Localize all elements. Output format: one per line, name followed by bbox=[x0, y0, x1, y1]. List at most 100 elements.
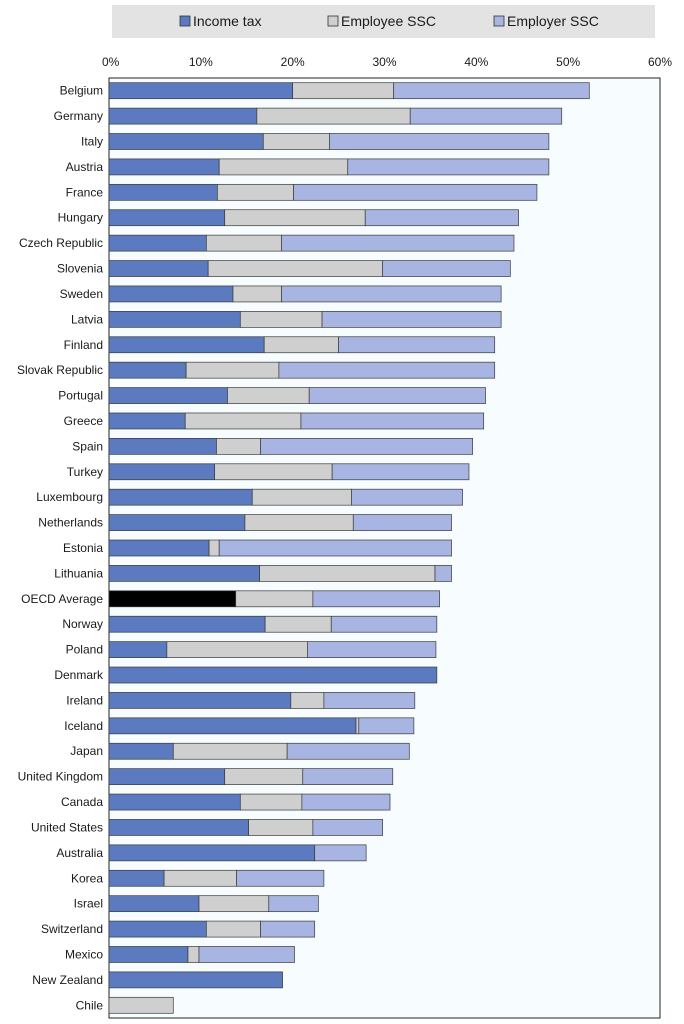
bar-segment bbox=[301, 793, 391, 811]
category-label: OECD Average bbox=[21, 592, 103, 606]
category-label: Finland bbox=[64, 338, 103, 352]
bar-segment bbox=[108, 742, 174, 760]
x-tick-label: 30% bbox=[372, 55, 396, 69]
category-label: Netherlands bbox=[38, 516, 103, 530]
bar-segment bbox=[286, 742, 410, 760]
bar-segment bbox=[218, 539, 452, 557]
bar-segment bbox=[364, 209, 519, 227]
bar-segment bbox=[278, 361, 496, 379]
bar-segment bbox=[108, 539, 210, 557]
category-label: Sweden bbox=[60, 287, 103, 301]
category-label: Italy bbox=[81, 135, 103, 149]
bar-segment bbox=[300, 412, 485, 430]
bar-segment bbox=[108, 565, 260, 582]
bar-segment bbox=[108, 311, 241, 328]
category-label: United States bbox=[31, 820, 103, 834]
bar-segment bbox=[108, 336, 265, 354]
bar-segment bbox=[314, 844, 367, 862]
legend-label: Employee SSC bbox=[341, 13, 436, 29]
category-label: Japan bbox=[70, 744, 103, 758]
category-label: France bbox=[66, 185, 104, 199]
x-tick-label: 10% bbox=[189, 55, 213, 69]
bars bbox=[108, 82, 590, 1014]
bar-segment bbox=[351, 488, 463, 506]
category-label: Spain bbox=[72, 439, 103, 453]
bar-segment bbox=[108, 869, 165, 887]
bar-segment bbox=[224, 209, 366, 227]
bar-segment bbox=[393, 82, 590, 100]
bar-segment bbox=[108, 361, 187, 379]
bar-segment bbox=[281, 234, 515, 252]
bar-segment bbox=[172, 742, 288, 760]
bar-segment bbox=[108, 234, 207, 252]
bar-segment bbox=[108, 996, 174, 1014]
bar-segment bbox=[355, 717, 360, 735]
bar-segment bbox=[307, 641, 437, 658]
category-label: Luxembourg bbox=[36, 490, 103, 504]
bar-segment bbox=[409, 107, 563, 125]
bar-segment bbox=[323, 692, 416, 709]
bar-segment bbox=[224, 768, 304, 785]
x-tick-label: 0% bbox=[102, 55, 120, 69]
category-label: Belgium bbox=[60, 84, 103, 98]
bar-segment bbox=[268, 895, 319, 913]
x-axis-ticks: 0% 10% 20% 30% 40% 50% 60% bbox=[102, 55, 672, 69]
bar-segment bbox=[434, 565, 452, 582]
bar-segment bbox=[166, 641, 308, 658]
bar-segment bbox=[308, 387, 486, 404]
category-label: Australia bbox=[56, 846, 103, 860]
bar-segment bbox=[290, 692, 325, 709]
bar-segment bbox=[108, 412, 186, 430]
bar-segment bbox=[187, 946, 200, 963]
bar-segment bbox=[108, 971, 283, 989]
bar-segment bbox=[260, 438, 474, 455]
category-label: Lithuania bbox=[54, 566, 103, 580]
bar-segment bbox=[259, 565, 436, 582]
bar-segment bbox=[108, 82, 294, 100]
bar-segment bbox=[108, 158, 220, 176]
x-tick-label: 40% bbox=[464, 55, 488, 69]
x-tick-label: 50% bbox=[556, 55, 580, 69]
bar-segment bbox=[352, 514, 452, 531]
bar-segment bbox=[207, 260, 384, 277]
bar-segment bbox=[382, 260, 511, 277]
bar-segment bbox=[108, 285, 234, 303]
category-label: Iceland bbox=[64, 719, 103, 733]
bar-segment bbox=[251, 488, 352, 506]
bar-segment bbox=[108, 590, 237, 608]
category-label: Turkey bbox=[67, 465, 103, 479]
bar-segment bbox=[108, 514, 246, 531]
category-label: Mexico bbox=[65, 947, 103, 961]
bar-segment bbox=[108, 844, 316, 862]
bar-segment bbox=[108, 895, 200, 913]
bar-segment bbox=[347, 158, 550, 176]
category-label: Estonia bbox=[63, 541, 103, 555]
bar-segment bbox=[302, 768, 394, 785]
category-label: Korea bbox=[71, 871, 103, 885]
bar-segment bbox=[244, 514, 354, 531]
bar-segment bbox=[108, 615, 266, 633]
bar-segment bbox=[218, 158, 349, 176]
category-label: Austria bbox=[66, 160, 104, 174]
bar-segment bbox=[256, 107, 411, 125]
bar-segment bbox=[205, 234, 282, 252]
bar-segment bbox=[108, 793, 241, 811]
category-label: New Zealand bbox=[32, 973, 103, 987]
bar-segment bbox=[331, 463, 470, 481]
category-label: Portugal bbox=[58, 389, 103, 403]
bar-segment bbox=[108, 717, 357, 735]
bar-segment bbox=[108, 692, 292, 709]
bar-segment bbox=[217, 183, 294, 201]
category-label: Germany bbox=[54, 109, 103, 123]
bar-segment bbox=[108, 768, 226, 785]
category-label: Czech Republic bbox=[19, 236, 103, 250]
bar-segment bbox=[292, 82, 395, 100]
bar-segment bbox=[330, 615, 438, 633]
bar-segment bbox=[312, 819, 384, 836]
bar-segment bbox=[108, 641, 168, 658]
bar-segment bbox=[239, 793, 303, 811]
bar-segment bbox=[239, 311, 323, 328]
bar-segment bbox=[216, 438, 261, 455]
category-label: Slovak Republic bbox=[17, 363, 103, 377]
